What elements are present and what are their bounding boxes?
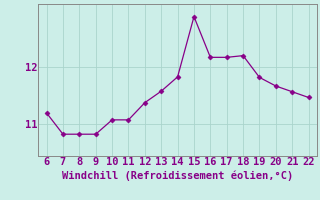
X-axis label: Windchill (Refroidissement éolien,°C): Windchill (Refroidissement éolien,°C) bbox=[62, 170, 293, 181]
